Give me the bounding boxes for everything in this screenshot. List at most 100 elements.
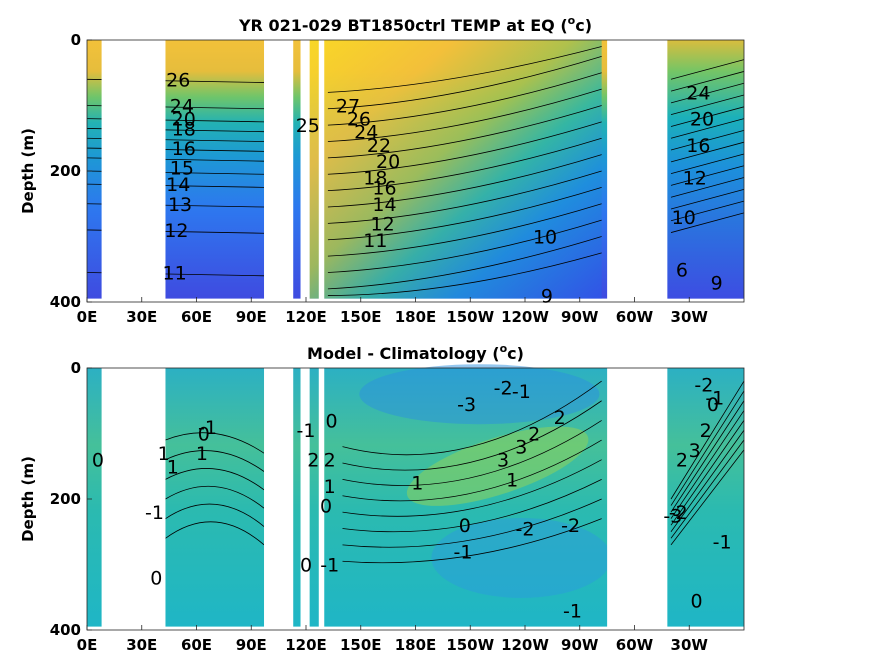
land-gap (101, 39, 166, 303)
contour-label: 14 (372, 194, 396, 216)
contour-label: 1 (167, 456, 179, 478)
contour-label: 0 (320, 496, 332, 518)
contour-label: 20 (172, 109, 196, 131)
contour-label: 2 (307, 450, 319, 472)
warm-anomaly-band (406, 426, 589, 506)
isoline (670, 390, 745, 506)
contour-label: 24 (354, 122, 378, 144)
isoline (165, 450, 265, 472)
x-tick-label: 30E (126, 636, 157, 654)
contour-label: 16 (372, 177, 396, 199)
isoline (327, 186, 602, 241)
isoline (327, 88, 602, 142)
y-tick-label: 200 (50, 162, 81, 180)
contour-label: 26 (347, 109, 371, 131)
x-tick-label: 30W (671, 308, 709, 326)
x-tick-label: 150E (340, 636, 382, 654)
isoline (670, 106, 745, 127)
contour-label: 26 (166, 69, 190, 91)
y-axis-label: Depth (m) (19, 128, 37, 214)
contour-label: 27 (336, 96, 360, 118)
land-gap (101, 367, 166, 631)
contour-label: 15 (170, 158, 194, 180)
x-tick-label: 30E (126, 308, 157, 326)
contour-label: 12 (371, 213, 395, 235)
isoline (342, 498, 602, 548)
x-tick-label: 120W (501, 308, 549, 326)
x-tick-label: 90E (236, 308, 267, 326)
land-gap (264, 39, 294, 303)
isoline (327, 105, 602, 159)
isoline (327, 154, 602, 208)
cold-anomaly-deep (431, 517, 612, 598)
cold-anomaly-surface (359, 364, 600, 425)
warm-pool-field (306, 40, 602, 299)
isoline (670, 165, 745, 186)
contour-label: -2 (561, 515, 580, 537)
contour-label: -1 (320, 555, 339, 577)
panel-bottom: 0E 30E 60E 90E 120E 150E 180E 150W 120W 90W 60W 30W… (19, 342, 745, 654)
land-gap (318, 367, 325, 631)
x-tick-label: 120W (501, 636, 549, 654)
x-tick-label: 30W (671, 636, 709, 654)
isoline (670, 153, 745, 175)
x-tick-label: 60W (616, 308, 654, 326)
contour-label: 1 (411, 473, 423, 495)
contour-label: 20 (690, 109, 714, 131)
contour-label: -2 (516, 518, 535, 540)
isoline (670, 82, 745, 104)
contour-label: 6 (676, 259, 688, 281)
contour-label: 20 (376, 151, 400, 173)
y-tick-label: 0 (71, 31, 81, 49)
x-tick-label: 60E (181, 308, 212, 326)
contour-label: 12 (683, 168, 707, 190)
contour-label: 0 (707, 394, 719, 416)
contour-label: 10 (533, 227, 557, 249)
isoline (327, 219, 602, 273)
isoline (670, 449, 745, 546)
contour-label: 3 (689, 440, 701, 462)
contour-label: 0 (459, 515, 471, 537)
isoline (670, 130, 745, 151)
contour-label: -1 (563, 600, 582, 622)
x-tick-label: 60W (616, 636, 654, 654)
isoline (342, 518, 602, 564)
isoline (670, 439, 745, 539)
contour-label: -1 (453, 541, 472, 563)
isoline (342, 478, 602, 533)
x-tick-label: 0E (77, 308, 98, 326)
contour-label: 24 (170, 96, 194, 118)
contour-label: -2 (694, 374, 713, 396)
chart-title: YR 021-029 BT1850ctrl TEMP at EQ (oc) (238, 14, 592, 35)
contour-label: -1 (297, 420, 316, 442)
contour-label: -2 (669, 502, 688, 524)
contour-label: 0 (198, 424, 210, 446)
x-tick-label: 150W (446, 636, 494, 654)
isoline (327, 46, 602, 93)
isoline (165, 468, 265, 491)
land-gap (264, 367, 294, 631)
isoline (327, 55, 602, 110)
x-tick-label: 0E (77, 636, 98, 654)
isoline (670, 59, 745, 80)
panel-top: 0E 30E 60E 90E 120E 150E 180E 150W 120W 90W 60W 30W… (19, 14, 745, 326)
contour-label: 18 (172, 118, 196, 140)
chart-title: Model - Climatology (oc) (307, 342, 524, 363)
isoline (342, 400, 602, 471)
x-tick-label: 120E (285, 308, 327, 326)
y-tick-label: 200 (50, 490, 81, 508)
contour-lines-bottom (165, 380, 745, 564)
contour-label: 2 (528, 424, 540, 446)
contour-label: 2 (700, 420, 712, 442)
contour-label: -1 (512, 381, 531, 403)
contour-label: 11 (163, 263, 187, 285)
isoline (670, 212, 745, 233)
contour-label: 0 (326, 410, 338, 432)
contour-label: 16 (686, 135, 710, 157)
isoline (670, 118, 745, 139)
isoline (670, 71, 745, 92)
contour-label: 3 (497, 450, 509, 472)
contour-label: -3 (663, 505, 682, 527)
isoline (670, 200, 745, 222)
